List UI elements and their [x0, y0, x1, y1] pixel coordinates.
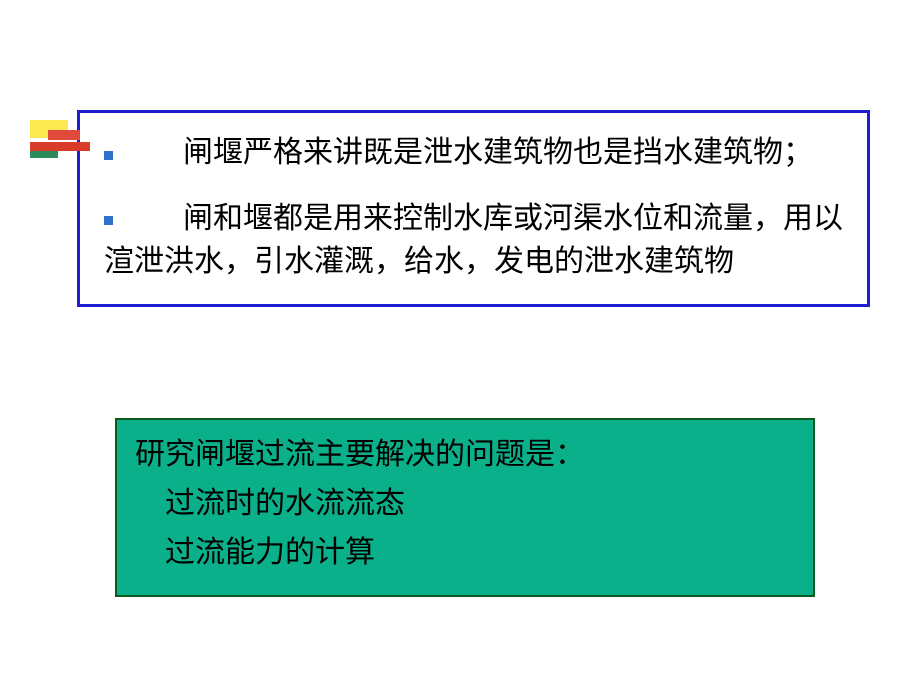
bullet-icon	[104, 151, 113, 160]
definition-text-2: 闸和堰都是用来控制水库或河渠水位和流量，用以渲泄洪水，引水灌溉，给水，发电的泄水…	[104, 202, 843, 279]
corner-accent-icon	[30, 120, 95, 160]
topic-line-1: 研究闸堰过流主要解决的问题是：	[135, 432, 795, 477]
definition-paragraph-1: 闸堰严格来讲既是泄水建筑物也是挡水建筑物；	[104, 131, 843, 175]
definition-paragraph-2: 闸和堰都是用来控制水库或河渠水位和流量，用以渲泄洪水，引水灌溉，给水，发电的泄水…	[104, 197, 843, 284]
definition-box: 闸堰严格来讲既是泄水建筑物也是挡水建筑物； 闸和堰都是用来控制水库或河渠水位和流…	[77, 110, 870, 307]
topic-line-3: 过流能力的计算	[135, 530, 795, 575]
definition-text-1: 闸堰严格来讲既是泄水建筑物也是挡水建筑物；	[123, 136, 813, 169]
topic-box: 研究闸堰过流主要解决的问题是： 过流时的水流流态 过流能力的计算	[115, 418, 815, 597]
bullet-icon	[104, 216, 113, 225]
topic-line-2: 过流时的水流流态	[135, 481, 795, 526]
